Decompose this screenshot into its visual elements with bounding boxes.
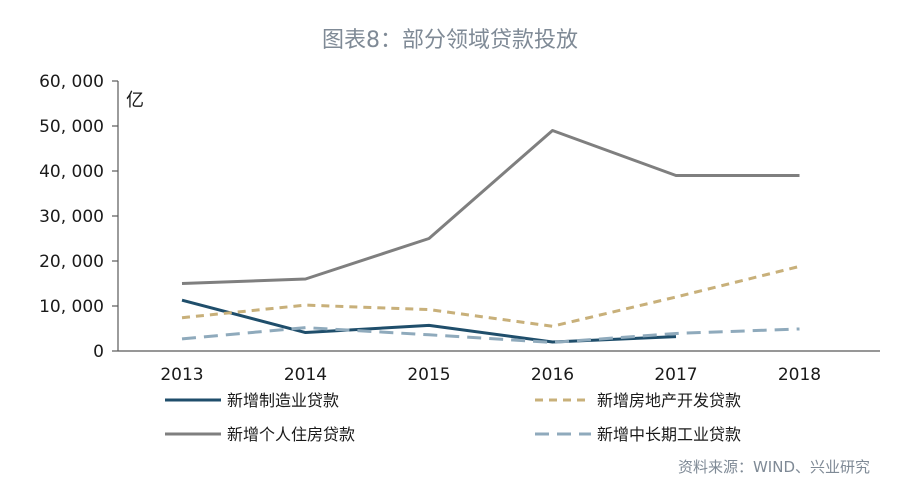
y-tick-label: 10, 000 <box>39 297 104 317</box>
y-tick-label: 50, 000 <box>39 117 104 137</box>
y-tick-label: 60, 000 <box>39 72 104 92</box>
series-line-1 <box>181 264 800 328</box>
legend-label-2: 新增个人住房贷款 <box>227 425 355 444</box>
series-line-0 <box>181 298 677 344</box>
y-tick-label: 30, 000 <box>39 207 104 227</box>
legend-label-3: 新增中长期工业贷款 <box>597 425 741 444</box>
legend-label-0: 新增制造业贷款 <box>227 391 339 410</box>
x-tick-label: 2017 <box>654 365 697 385</box>
y-tick-label: 0 <box>93 342 104 362</box>
y-axis-label: 亿 <box>126 90 144 111</box>
x-tick-label: 2013 <box>160 365 203 385</box>
series-line-3 <box>181 326 800 344</box>
series-line-2 <box>181 129 800 285</box>
y-tick-label: 40, 000 <box>39 162 104 182</box>
x-tick-label: 2018 <box>778 365 821 385</box>
legend-label-1: 新增房地产开发贷款 <box>597 391 741 410</box>
x-tick-label: 2016 <box>531 365 574 385</box>
x-tick-label: 2015 <box>407 365 450 385</box>
x-tick-label: 2014 <box>284 365 327 385</box>
chart-title: 图表8：部分领域贷款投放 <box>322 28 578 53</box>
y-tick-label: 20, 000 <box>39 252 104 272</box>
source-note: 资料来源：WIND、兴业研究 <box>677 458 870 476</box>
